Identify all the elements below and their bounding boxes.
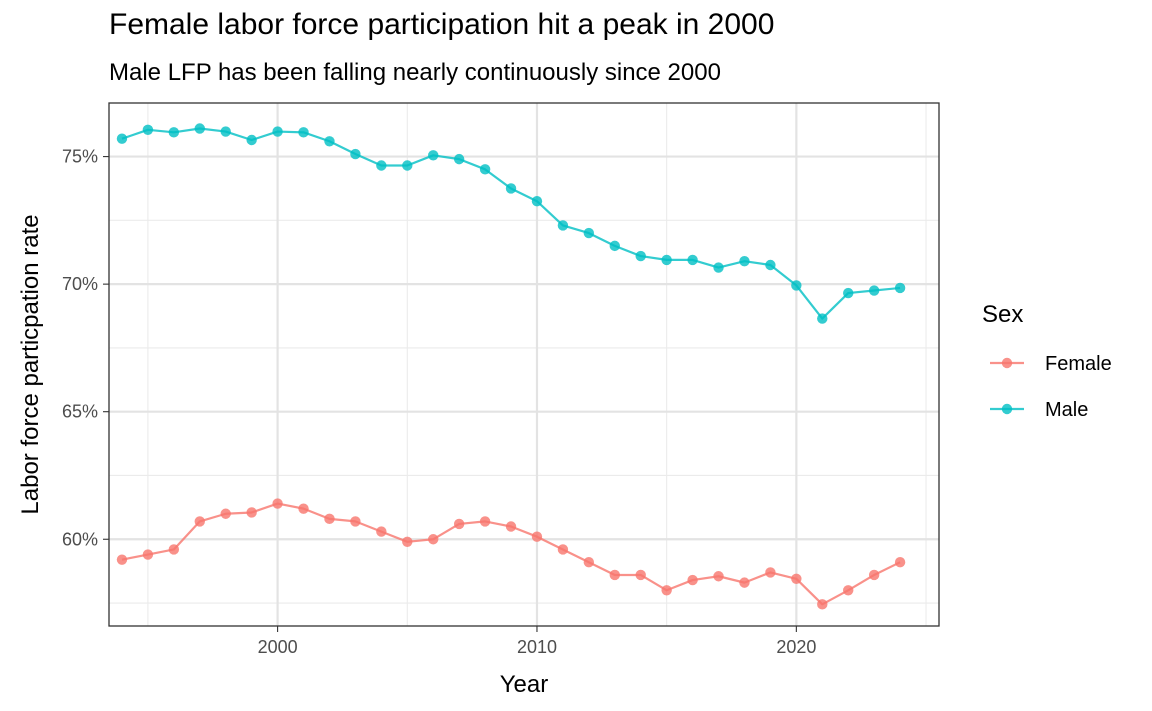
x-tick-label: 2020 xyxy=(776,637,816,657)
data-point-male xyxy=(376,160,387,171)
data-point-male xyxy=(479,164,491,175)
data-point-male xyxy=(298,127,309,138)
data-point-female xyxy=(817,599,828,610)
minor-gridlines xyxy=(109,103,939,626)
data-point-female xyxy=(661,585,672,596)
data-point-male xyxy=(116,133,128,144)
data-point-male xyxy=(609,240,620,252)
data-point-male xyxy=(220,126,231,137)
data-point-male xyxy=(168,127,180,138)
data-point-female xyxy=(324,513,335,525)
data-point-female xyxy=(583,557,595,568)
data-point-male xyxy=(453,153,465,165)
x-tick-label: 2010 xyxy=(517,637,557,657)
data-point-male xyxy=(142,124,154,135)
x-axis-title: Year xyxy=(500,671,549,698)
data-point-male xyxy=(817,313,828,324)
data-point-female xyxy=(479,516,491,527)
data-point-male xyxy=(350,148,361,160)
data-point-male xyxy=(687,254,698,266)
data-point-female xyxy=(791,573,802,585)
legend-title: Sex xyxy=(982,301,1023,328)
data-point-male xyxy=(324,136,335,147)
data-point-female xyxy=(739,577,750,588)
data-point-male xyxy=(531,196,543,207)
data-point-female xyxy=(609,569,620,581)
y-tick-label: 70% xyxy=(62,274,98,294)
x-tick-label: 2000 xyxy=(258,637,298,657)
legend-label-female: Female xyxy=(1045,353,1112,375)
major-gridlines xyxy=(109,103,939,626)
data-point-male xyxy=(246,134,257,146)
data-point-male xyxy=(194,123,205,134)
legend-label-male: Male xyxy=(1045,399,1088,421)
data-point-female xyxy=(298,503,309,514)
data-point-female xyxy=(142,549,154,560)
data-point-male xyxy=(583,227,595,239)
data-point-female xyxy=(713,571,724,582)
data-point-male xyxy=(402,160,413,171)
data-point-male xyxy=(505,183,517,194)
data-point-female xyxy=(557,544,569,555)
data-point-female xyxy=(687,574,698,586)
chart-title: Female labor force participation hit a p… xyxy=(109,8,775,41)
data-point-female xyxy=(194,516,205,527)
y-axis-title: Labor force particpation rate xyxy=(17,214,44,514)
data-point-male xyxy=(661,254,672,266)
data-point-female xyxy=(765,567,776,578)
data-point-male xyxy=(765,259,776,271)
data-point-female xyxy=(116,554,128,565)
y-tick-label: 60% xyxy=(62,529,98,549)
data-point-male xyxy=(739,255,750,267)
data-point-male xyxy=(557,220,569,231)
data-point-female xyxy=(453,518,465,530)
data-point-female xyxy=(272,498,283,509)
data-point-female xyxy=(246,507,257,518)
y-tick-label: 75% xyxy=(62,147,98,167)
data-point-female xyxy=(868,569,880,581)
x-axis: 2000 2010 2020 xyxy=(258,626,816,657)
data-point-male xyxy=(843,287,854,299)
y-tick-label: 65% xyxy=(62,402,98,422)
legend-key-point-female xyxy=(1001,357,1013,369)
data-point-male xyxy=(635,250,646,262)
chart-subtitle: Male LFP has been falling nearly continu… xyxy=(109,59,721,86)
series-line-female xyxy=(121,502,901,606)
data-point-female xyxy=(635,569,646,581)
data-point-male xyxy=(713,262,724,273)
data-point-male xyxy=(868,285,880,296)
data-point-male xyxy=(894,282,906,294)
data-point-female xyxy=(894,557,906,568)
y-axis: 60% 65% 70% 75% xyxy=(62,147,109,549)
legend-key-point-male xyxy=(1001,403,1013,415)
legend: Sex Female Male xyxy=(982,301,1112,421)
data-point-male xyxy=(791,280,802,291)
data-point-female xyxy=(402,536,413,548)
data-point-female xyxy=(505,521,517,532)
data-point-female xyxy=(168,544,180,555)
data-point-male xyxy=(272,126,283,137)
series-layer xyxy=(116,123,906,610)
plot-panel-border xyxy=(108,102,940,627)
data-point-female xyxy=(428,534,439,545)
data-point-male xyxy=(428,150,439,161)
data-point-female xyxy=(220,508,231,519)
data-point-female xyxy=(843,585,854,596)
data-point-female xyxy=(531,531,543,542)
data-point-female xyxy=(350,516,361,527)
data-point-female xyxy=(376,526,387,537)
